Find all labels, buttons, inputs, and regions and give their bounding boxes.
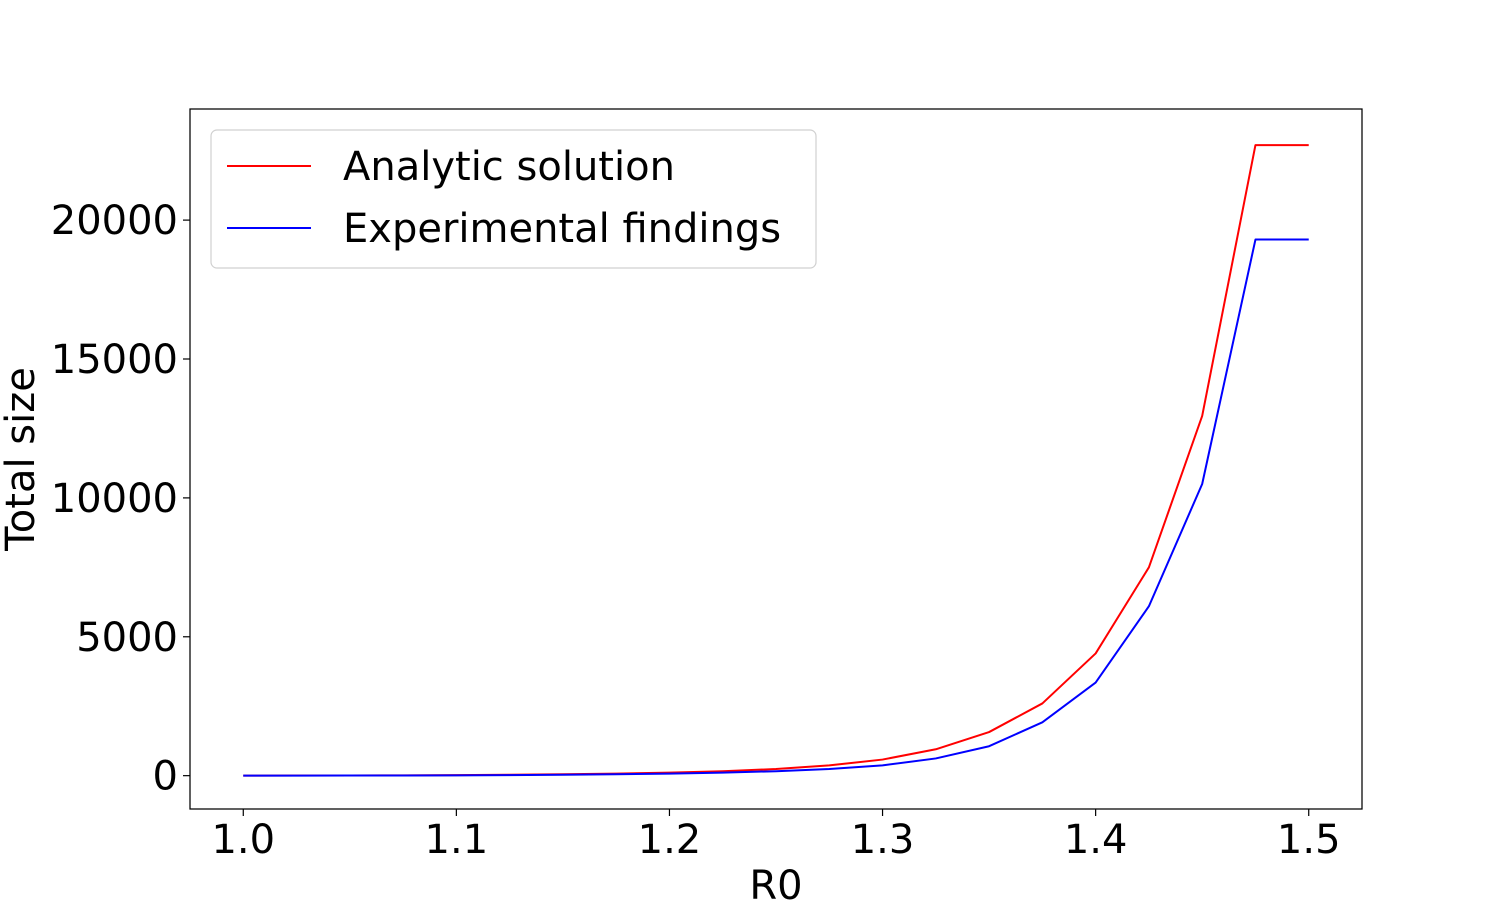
x-tick-label: 1.5 [1277,817,1341,863]
legend: Analytic solution Experimental findings [210,129,817,269]
x-tick-label: 1.1 [425,817,489,863]
series-line-experimental [243,238,1309,777]
legend-label: Experimental findings [343,206,781,252]
legend-box [210,129,817,269]
x-tick-label: 1.4 [1064,817,1128,863]
y-axis-ticks: 0 5000 10000 15000 20000 [51,198,190,800]
x-tick-label: 1.3 [851,817,915,863]
y-tick-label: 15000 [51,337,178,383]
x-tick-label: 1.2 [638,817,702,863]
y-tick-label: 5000 [76,615,178,661]
series-layer [243,144,1309,777]
x-axis-label: R0 [749,863,802,909]
y-tick-label: 10000 [51,476,178,522]
y-axis-label: Total size [0,367,44,552]
legend-label: Analytic solution [343,144,675,190]
x-axis-ticks: 1.0 1.1 1.2 1.3 1.4 1.5 [211,809,1341,863]
y-tick-label: 20000 [51,198,178,244]
x-tick-label: 1.0 [211,817,275,863]
y-tick-label: 0 [153,754,178,800]
